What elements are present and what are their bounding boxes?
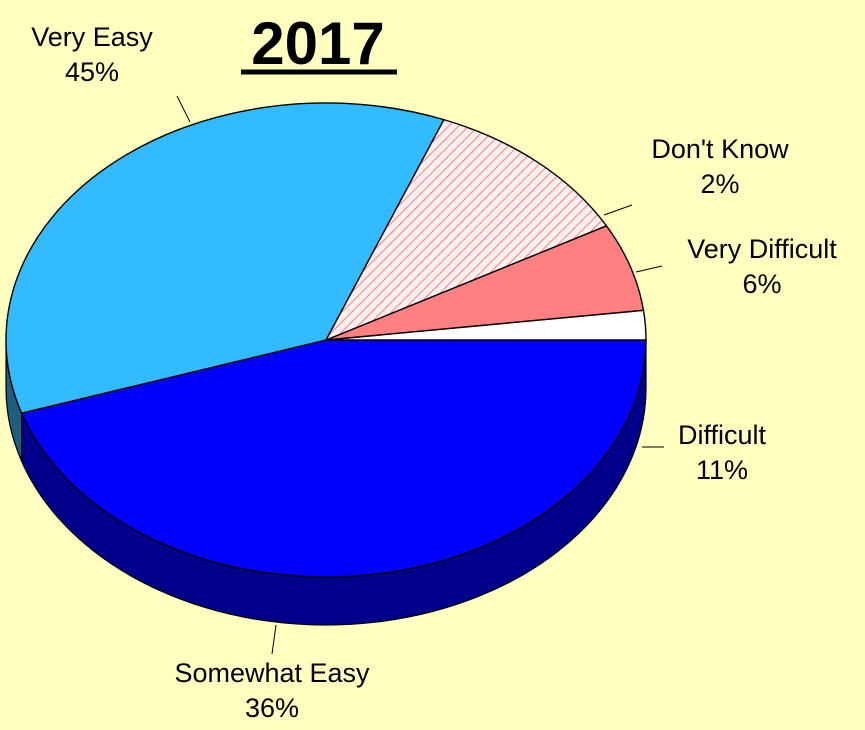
slice-value-don-t-know: 2% xyxy=(700,169,739,199)
pie-slices xyxy=(5,102,647,578)
slice-label-very-easy: Very Easy xyxy=(31,22,153,52)
pie-slice-somewhat-easy xyxy=(5,102,445,415)
slice-value-somewhat-easy: 36% xyxy=(245,693,299,723)
slice-label-don-t-know: Don't Know xyxy=(651,134,789,164)
slice-labels: Very Easy 45% Don't Know 2% Very Difficult 6%… xyxy=(31,22,837,723)
slice-label-very-difficult: Very Difficult xyxy=(687,234,837,264)
pie-slice-very-easy xyxy=(20,339,647,578)
slice-value-very-difficult: 6% xyxy=(742,269,781,299)
leader-line-very-easy xyxy=(176,95,191,123)
leader-line-very-difficult xyxy=(635,265,663,273)
slice-label-somewhat-easy: Somewhat Easy xyxy=(174,658,370,688)
chart-title: 2017 xyxy=(251,10,384,77)
pie-slice-difficult xyxy=(324,118,608,342)
leader-lines xyxy=(176,95,664,655)
slice-value-very-easy: 45% xyxy=(65,57,119,87)
leader-line-don-t-know xyxy=(603,204,633,216)
slice-label-difficult: Difficult xyxy=(678,420,767,450)
slice-value-difficult: 11% xyxy=(696,455,748,485)
pie-slice-very-difficult xyxy=(325,224,645,341)
leader-line-somewhat-easy xyxy=(271,624,277,655)
